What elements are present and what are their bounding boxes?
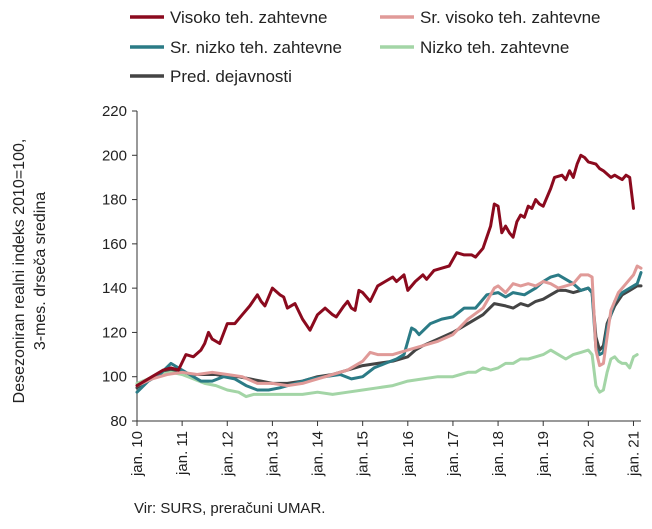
x-tick-label: jan. 19 [535, 431, 552, 477]
y-axis: 80 100 120 140 160 180 200 220 [102, 103, 137, 430]
x-tick-label: jan. 15 [355, 431, 372, 477]
legend-label: Sr. visoko teh. zahtevne [420, 8, 601, 27]
x-tick-label: jan. 11 [174, 431, 191, 476]
x-tick-label: jan. 21 [625, 431, 642, 477]
y-tick-label: 160 [102, 236, 127, 253]
x-tick-label: jan. 16 [400, 431, 417, 477]
y-tick-label: 180 [102, 192, 127, 209]
y-tick-label: 120 [102, 324, 127, 341]
y-axis-title-line: Desezoniran realni indeks 2010=100, [11, 139, 28, 404]
y-tick-label: 140 [102, 280, 127, 297]
x-axis: jan. 10 jan. 11 jan. 12 jan. 13 jan. 14 jan. … [129, 421, 642, 477]
x-tick-label: jan. 14 [310, 431, 327, 477]
x-tick-label: jan. 20 [580, 431, 597, 477]
x-tick-label: jan. 18 [490, 431, 507, 477]
legend: Visoko teh. zahtevne Sr. visoko teh. zaht… [130, 8, 601, 86]
series-lines [135, 153, 643, 399]
y-tick-label: 100 [102, 369, 127, 386]
y-tick-label: 80 [110, 413, 127, 430]
series-line-sr-visoko-teh-zahtevne [135, 264, 643, 388]
y-axis-title: Desezoniran realni indeks 2010=100, 3-mes… [11, 139, 49, 404]
x-tick-label: jan. 10 [129, 431, 146, 477]
source-note: Vir: SURS, preračuni UMAR. [134, 500, 326, 517]
series-line-visoko-teh-zahtevne [135, 153, 635, 388]
y-axis-title-line: 3-mes. drseča sredina [32, 192, 49, 350]
y-tick-label: 220 [102, 103, 127, 120]
legend-label: Sr. nizko teh. zahtevne [170, 38, 342, 57]
x-tick-label: jan. 13 [264, 431, 281, 477]
legend-label: Nizko teh. zahtevne [420, 38, 569, 57]
x-tick-label: jan. 12 [219, 431, 236, 477]
legend-label: Pred. dejavnosti [170, 67, 292, 86]
series-line-nizko-teh-zahtevne [135, 348, 639, 399]
legend-label: Visoko teh. zahtevne [170, 8, 328, 27]
x-tick-label: jan. 17 [445, 431, 462, 477]
axes [136, 111, 641, 422]
y-tick-label: 200 [102, 147, 127, 164]
